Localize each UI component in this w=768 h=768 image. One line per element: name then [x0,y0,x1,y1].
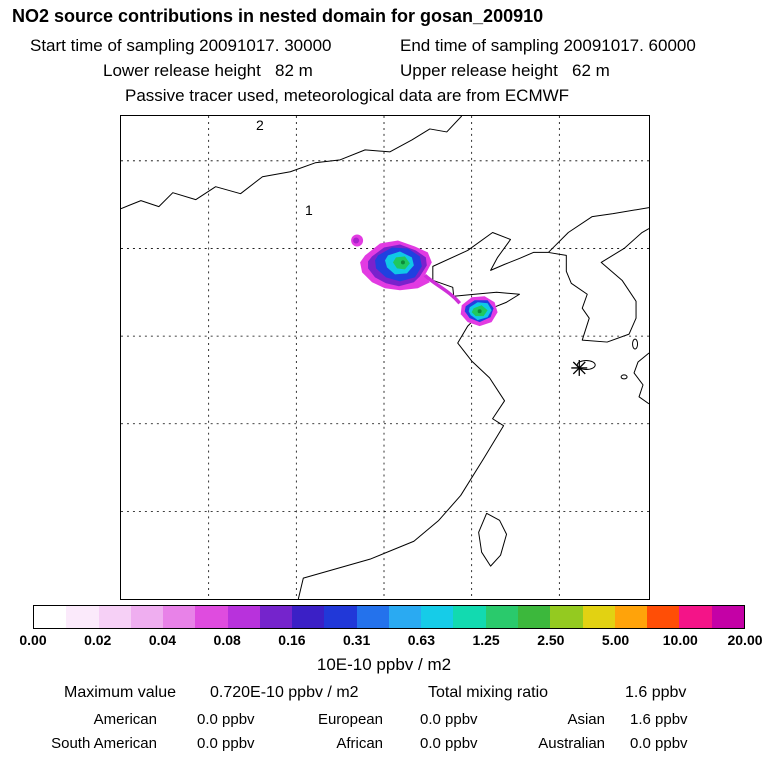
colorbar-segment [259,606,293,628]
colorbar-segment [163,606,196,628]
contrib-region-american: American [93,711,157,728]
colorbar-tick-label: 0.16 [278,632,306,648]
colorbar-tick-label: 0.02 [84,632,112,648]
colorbar-segment [421,606,454,628]
contrib-value-south-american: 0.0 ppbv [197,735,255,752]
receptor-marker-icon [571,359,588,376]
colorbar-ticks: 0.00 0.02 0.04 0.08 0.16 0.31 0.63 1.25 2.50 5.00… [19,632,762,650]
contrib-value-african: 0.0 ppbv [420,735,478,752]
maximum-value: 0.720E-10 ppbv / m2 [210,684,359,701]
maximum-value-label: Maximum value [64,684,177,701]
contrib-value-asian: 1.6 ppbv [630,711,688,728]
coastlines [121,116,649,599]
grid-lines [121,116,649,599]
plume-point-label-2: 2 [256,117,264,133]
colorbar-segment [582,606,615,628]
jeju-island [576,359,596,370]
colorbar-segment [711,606,744,628]
colorbar-segment [324,606,357,628]
colorbar-segment [356,606,389,628]
korea-coast [548,228,649,343]
tracer-info-text: Passive tracer used, meteorological data… [125,86,570,105]
lower-release-text: Lower release height 82 m [103,61,313,80]
colorbar-segment [550,606,583,628]
colorbar-segment [679,606,712,628]
contrib-region-australian: Australian [538,735,605,752]
colorbar-segment [453,606,486,628]
colorbar-segment [647,606,680,628]
china-coast [297,232,549,599]
plume-main [360,240,462,305]
colorbar-segment [485,606,518,628]
colorbar-segment [34,606,67,628]
colorbar-segment [388,606,422,628]
page-title: NO2 source contributions in nested domai… [12,6,544,26]
china-korea-border [548,207,649,253]
colorbar-segment [292,606,325,628]
start-time-text: Start time of sampling 20091017. 30000 [30,36,332,55]
colorbar-tick-label: 0.08 [213,632,241,648]
colorbar-segment [227,606,260,628]
colorbar-tick-label: 2.50 [537,632,565,648]
upper-release-text: Upper release height 62 m [400,61,610,80]
map-panel: 2 1 [120,115,650,600]
plume-coastal [460,296,498,327]
colorbar-tick-label: 5.00 [601,632,630,648]
colorbar-segment [130,606,164,628]
plume-small-patch [351,234,364,247]
end-time-text: End time of sampling 20091017. 60000 [400,36,696,55]
colorbar-segment [614,606,648,628]
contrib-value-american: 0.0 ppbv [197,711,255,728]
taiwan-island [478,512,508,567]
contrib-region-european: European [317,711,383,728]
colorbar-segment [66,606,99,628]
colorbar-segment [517,606,551,628]
colorbar-tick-label: 10.00 [662,632,698,648]
colorbar-tick-label: 0.04 [148,632,177,648]
contrib-region-south-american: South American [51,735,157,752]
contrib-region-african: African [336,735,383,752]
mongolia-border [121,116,463,210]
total-mixing-ratio-value: 1.6 ppbv [625,684,687,701]
tsushima-island [632,338,639,350]
goto-island [620,374,628,380]
colorbar-tick-label: 0.63 [407,632,435,648]
kyushu-coast [633,352,649,405]
colorbar-tick-label: 0.00 [19,632,47,648]
contrib-value-european: 0.0 ppbv [420,711,478,728]
colorbar-segment [98,606,131,628]
colorbar-segment [195,606,228,628]
colorbar-unit-label: 10E-10 ppbv / m2 [316,655,452,674]
contrib-value-australian: 0.0 ppbv [630,735,688,752]
map-canvas [121,116,649,599]
colorbar-segments [33,605,745,629]
total-mixing-ratio-label: Total mixing ratio [428,684,549,701]
plume-point-label-1: 1 [305,202,313,218]
colorbar-tick-label: 1.25 [472,632,500,648]
contrib-region-asian: Asian [567,711,605,728]
colorbar-tick-label: 0.31 [343,632,371,648]
colorbar-tick-label: 20.00 [727,632,763,648]
